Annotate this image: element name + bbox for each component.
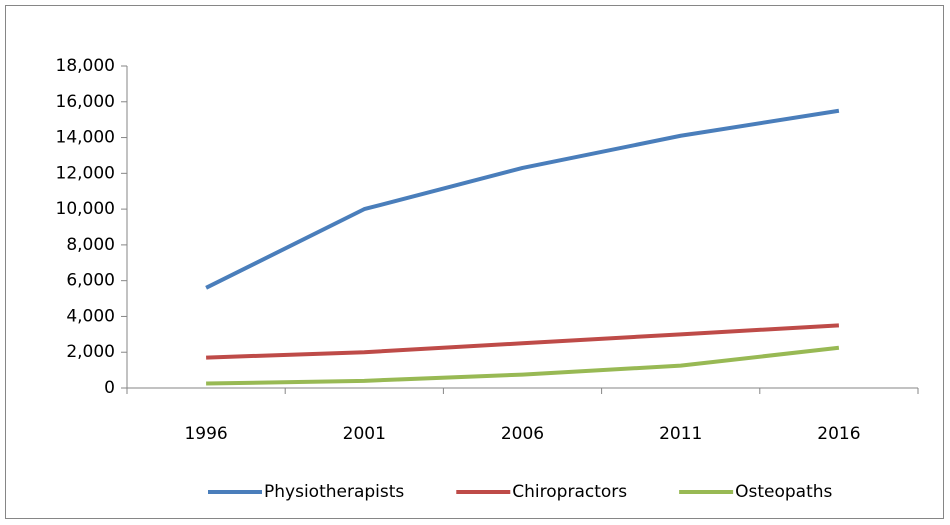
legend-label: Chiropractors xyxy=(512,482,627,502)
x-tick-label: 2011 xyxy=(659,424,702,444)
y-tick-label: 12,000 xyxy=(56,163,115,183)
line-series xyxy=(206,345,840,386)
chart-frame xyxy=(5,5,944,519)
y-tick-label: 16,000 xyxy=(56,92,115,112)
y-tick-label: 10,000 xyxy=(56,199,115,219)
x-tick-label: 2001 xyxy=(343,424,386,444)
y-tick-label: 4,000 xyxy=(66,306,115,326)
x-tick-label: 2006 xyxy=(501,424,544,444)
y-tick-label: 18,000 xyxy=(56,56,115,76)
x-tick-label: 2016 xyxy=(817,424,860,444)
y-tick-label: 6,000 xyxy=(66,271,115,291)
y-tick-label: 8,000 xyxy=(66,235,115,255)
legend-label: Osteopaths xyxy=(735,482,832,502)
x-tick-label: 1996 xyxy=(184,424,227,444)
y-tick-label: 0 xyxy=(104,378,115,398)
line-series xyxy=(206,323,840,360)
y-tick-label: 2,000 xyxy=(66,342,115,362)
line-series xyxy=(205,108,840,290)
legend-label: Physiotherapists xyxy=(264,482,404,502)
y-tick-label: 14,000 xyxy=(56,128,115,148)
